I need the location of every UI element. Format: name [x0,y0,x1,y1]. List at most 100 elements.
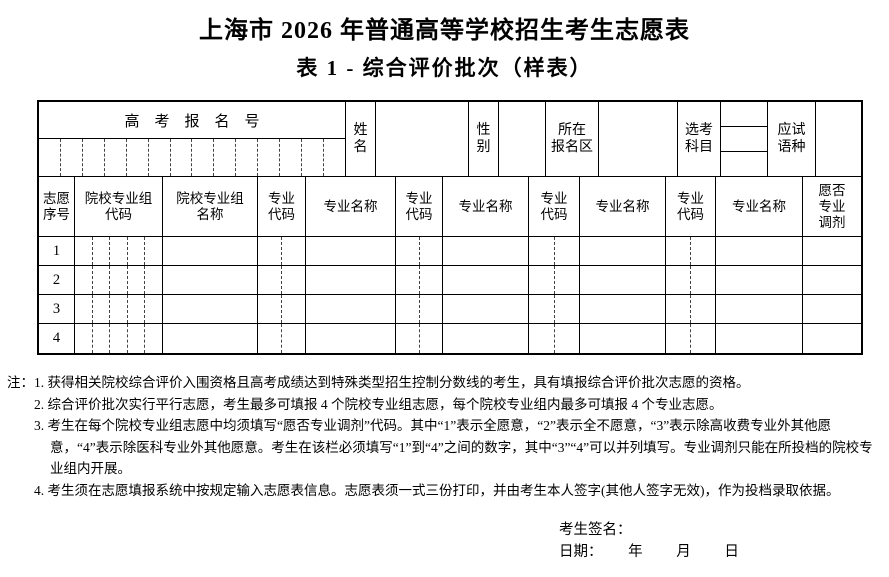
major-name-cell [305,266,395,294]
digit-cell [666,266,690,294]
digit-cell [690,324,715,353]
digit-cell [690,295,715,323]
major-name-cell [579,295,665,323]
digit-cell [144,237,162,265]
digit-cell [126,295,145,323]
digit-cell [666,324,690,353]
date-label: 日期： [559,544,603,560]
major-name-cell [579,324,665,353]
major-code-cell [257,266,305,294]
digit-cell [61,139,83,176]
digit-cell [529,266,554,294]
adjust-cell [802,295,861,323]
digit-cell [553,295,580,323]
info-section: 高考报名号 姓 名 性 别 所在 报名区 选考 科目 应试 语种 [39,102,861,177]
digit-cell [126,324,145,353]
group-code-cell [74,295,162,323]
major-name-cell [305,295,395,323]
exam-regno-block: 高考报名号 [39,102,345,176]
note-item: 2. 综合评价批次实行平行志愿，考生最多可填报 4 个院校专业组志愿，每个院校专… [34,396,723,412]
notes-prefix: 注： [7,375,34,390]
digit-cell [149,139,171,176]
major-code-cell [665,324,715,353]
major-code-cell [665,266,715,294]
digit-cell [258,237,281,265]
col-header-seq: 志愿 序号 [43,190,70,222]
major-code-cell [528,295,579,323]
digit-cell [690,266,715,294]
adjust-cell [802,324,861,353]
name-label: 姓 名 [345,102,375,176]
col-header-major-name: 专业名称 [579,177,665,236]
table-row: 4 [39,324,861,353]
seq-cell: 1 [52,242,61,259]
col-header-major-name: 专业名称 [305,177,395,236]
digit-cell [396,324,419,353]
signature-line: 考生签名： [559,519,739,541]
date-line: 日期： 年 月 日 [559,541,739,563]
digit-cell [91,295,110,323]
digit-cell [127,139,149,176]
digit-cell [214,139,237,176]
group-name-cell [162,295,257,323]
major-code-cell [528,266,579,294]
digit-cell [281,324,305,353]
major-name-cell [442,324,528,353]
major-name-cell [442,266,528,294]
digit-cell [105,139,127,176]
col-header-major-code: 专业 代码 [257,177,305,236]
digit-cell [258,266,281,294]
major-name-cell [715,266,802,294]
digit-cell [258,139,281,176]
digit-cell [236,139,259,176]
language-value-cell [815,102,861,176]
digit-cell [396,266,419,294]
digit-cell [91,324,110,353]
major-name-cell [715,237,802,265]
day-label: 日 [724,544,739,560]
digit-cell [144,295,162,323]
note-item: 3. 考生在每个院校专业组志愿中均须填写“愿否专业调剂”代码。其中“1”表示全愿… [34,418,873,476]
major-code-cell [528,324,579,353]
major-code-cell [528,237,579,265]
group-name-cell [162,237,257,265]
subjects-label: 选考 科目 [677,102,720,176]
digit-cell [666,237,690,265]
major-code-cell [257,324,305,353]
col-header-major-code: 专业 代码 [395,177,442,236]
major-code-cell [395,324,442,353]
major-name-cell [579,266,665,294]
exam-regno-label: 高考报名号 [39,102,345,139]
digit-cell [281,295,305,323]
major-name-cell [715,295,802,323]
digit-cell [75,266,92,294]
digit-cell [109,237,127,265]
digit-cell [418,266,443,294]
table-row: 1 [39,237,861,266]
note-item: 1. 获得相关院校综合评价入围资格且高考成绩达到特殊类型招生控制分数线的考生，具… [34,375,750,390]
col-header-major-code: 专业 代码 [528,177,579,236]
volunteer-form-table: 高考报名号 姓 名 性 别 所在 报名区 选考 科目 应试 语种 志愿 序号 院… [37,100,863,355]
group-code-cell [74,266,162,294]
digit-cell [553,266,580,294]
digit-cell [324,139,345,176]
digit-cell [192,139,215,176]
gender-label: 性 别 [468,102,498,176]
digit-cell [126,266,145,294]
major-code-cell [395,295,442,323]
digit-cell [553,237,580,265]
digit-cell [91,237,110,265]
district-label: 所在 报名区 [545,102,598,176]
digit-cell [258,295,281,323]
major-name-cell [305,324,395,353]
seq-cell: 2 [52,271,61,288]
digit-cell [396,237,419,265]
digit-cell [109,295,127,323]
gender-value-cell [498,102,545,176]
digit-cell [302,139,324,176]
adjust-cell [802,266,861,294]
table-row: 3 [39,295,861,324]
group-code-cell [74,324,162,353]
digit-cell [418,324,443,353]
digit-cell [83,139,105,176]
